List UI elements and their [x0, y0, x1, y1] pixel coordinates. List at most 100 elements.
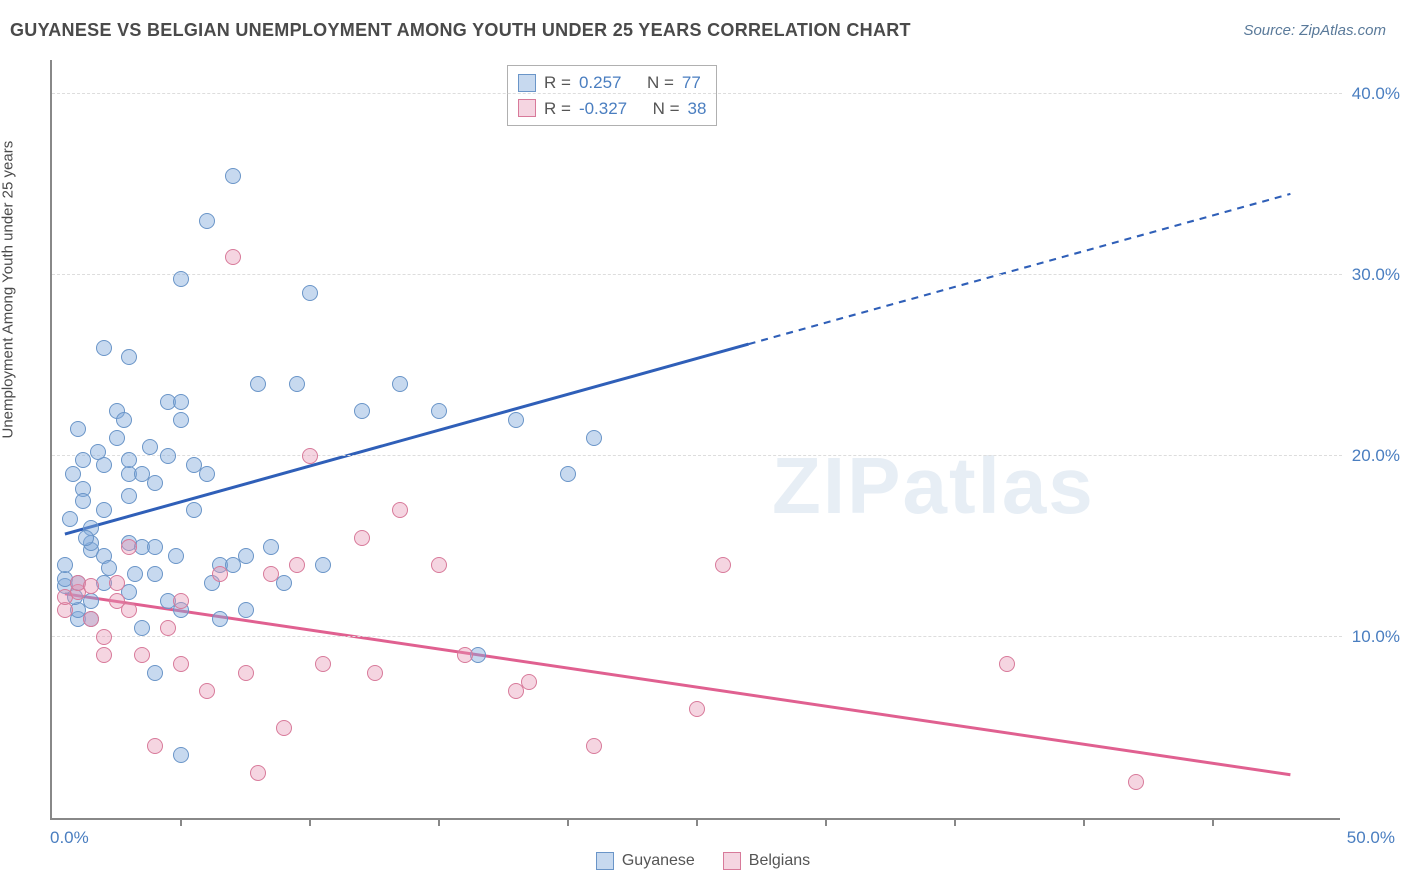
legend-correlation: R = 0.257 N = 77 R = -0.327 N = 38 — [507, 65, 717, 126]
gridline-h — [52, 636, 1342, 637]
data-point — [354, 530, 370, 546]
data-point — [121, 488, 137, 504]
data-point — [109, 575, 125, 591]
data-point — [212, 611, 228, 627]
data-point — [1128, 774, 1144, 790]
data-point — [147, 738, 163, 754]
data-point — [238, 665, 254, 681]
gridline-h — [52, 274, 1342, 275]
data-point — [508, 412, 524, 428]
chart-title: GUYANESE VS BELGIAN UNEMPLOYMENT AMONG Y… — [10, 20, 911, 41]
data-point — [212, 566, 228, 582]
data-point — [109, 430, 125, 446]
data-point — [367, 665, 383, 681]
data-point — [689, 701, 705, 717]
data-point — [70, 421, 86, 437]
xtick-mark — [180, 818, 182, 826]
data-point — [173, 394, 189, 410]
data-point — [127, 566, 143, 582]
legend-series: Guyanese Belgians — [0, 852, 1406, 870]
data-point — [147, 539, 163, 555]
data-point — [250, 376, 266, 392]
data-point — [62, 511, 78, 527]
ytick-label: 20.0% — [1352, 446, 1400, 466]
data-point — [199, 466, 215, 482]
data-point — [75, 493, 91, 509]
data-point — [168, 548, 184, 564]
data-point — [173, 656, 189, 672]
data-point — [431, 557, 447, 573]
y-axis-label: Unemployment Among Youth under 25 years — [0, 141, 17, 439]
xtick-mark — [1083, 818, 1085, 826]
data-point — [315, 557, 331, 573]
xtick-mark — [1212, 818, 1214, 826]
data-point — [225, 168, 241, 184]
watermark: ZIPatlas — [772, 440, 1095, 532]
legend-label-belgians: Belgians — [749, 852, 810, 870]
gridline-h — [52, 455, 1342, 456]
data-point — [160, 620, 176, 636]
data-point — [315, 656, 331, 672]
data-point — [173, 412, 189, 428]
data-point — [999, 656, 1015, 672]
n-label: N = — [647, 70, 674, 96]
data-point — [173, 593, 189, 609]
ytick-label: 10.0% — [1352, 627, 1400, 647]
data-point — [263, 539, 279, 555]
xtick-mark — [954, 818, 956, 826]
data-point — [96, 647, 112, 663]
data-point — [75, 452, 91, 468]
legend-item-belgians: Belgians — [723, 852, 810, 870]
data-point — [586, 738, 602, 754]
data-point — [173, 747, 189, 763]
ytick-label: 40.0% — [1352, 84, 1400, 104]
data-point — [142, 439, 158, 455]
data-point — [715, 557, 731, 573]
data-point — [83, 611, 99, 627]
data-point — [121, 349, 137, 365]
source-label: Source: ZipAtlas.com — [1243, 22, 1386, 39]
data-point — [134, 647, 150, 663]
data-point — [96, 629, 112, 645]
data-point — [302, 285, 318, 301]
data-point — [96, 340, 112, 356]
data-point — [276, 575, 292, 591]
xtick-label-left: 0.0% — [50, 828, 89, 848]
data-point — [121, 539, 137, 555]
n-value-2: 38 — [688, 96, 707, 122]
data-point — [147, 566, 163, 582]
xtick-mark — [567, 818, 569, 826]
data-point — [160, 448, 176, 464]
data-point — [263, 566, 279, 582]
data-point — [121, 602, 137, 618]
gridline-h — [52, 93, 1342, 94]
swatch-belgians-2 — [723, 852, 741, 870]
data-point — [65, 466, 81, 482]
xtick-mark — [696, 818, 698, 826]
legend-label-guyanese: Guyanese — [622, 852, 695, 870]
r-label: R = — [544, 70, 571, 96]
r-value-2: -0.327 — [579, 96, 627, 122]
xtick-mark — [309, 818, 311, 826]
data-point — [250, 765, 266, 781]
data-point — [90, 444, 106, 460]
legend-row-belgians: R = -0.327 N = 38 — [518, 96, 706, 122]
data-point — [392, 376, 408, 392]
data-point — [521, 674, 537, 690]
data-point — [173, 271, 189, 287]
legend-row-guyanese: R = 0.257 N = 77 — [518, 70, 706, 96]
data-point — [392, 502, 408, 518]
n-value-1: 77 — [682, 70, 701, 96]
swatch-guyanese-2 — [596, 852, 614, 870]
data-point — [147, 475, 163, 491]
data-point — [186, 502, 202, 518]
data-point — [121, 452, 137, 468]
xtick-mark — [438, 818, 440, 826]
data-point — [238, 548, 254, 564]
plot-area: ZIPatlas R = 0.257 N = 77 R = -0.327 N =… — [50, 60, 1340, 820]
data-point — [57, 557, 73, 573]
data-point — [354, 403, 370, 419]
r-label-2: R = — [544, 96, 571, 122]
data-point — [289, 557, 305, 573]
data-point — [199, 213, 215, 229]
